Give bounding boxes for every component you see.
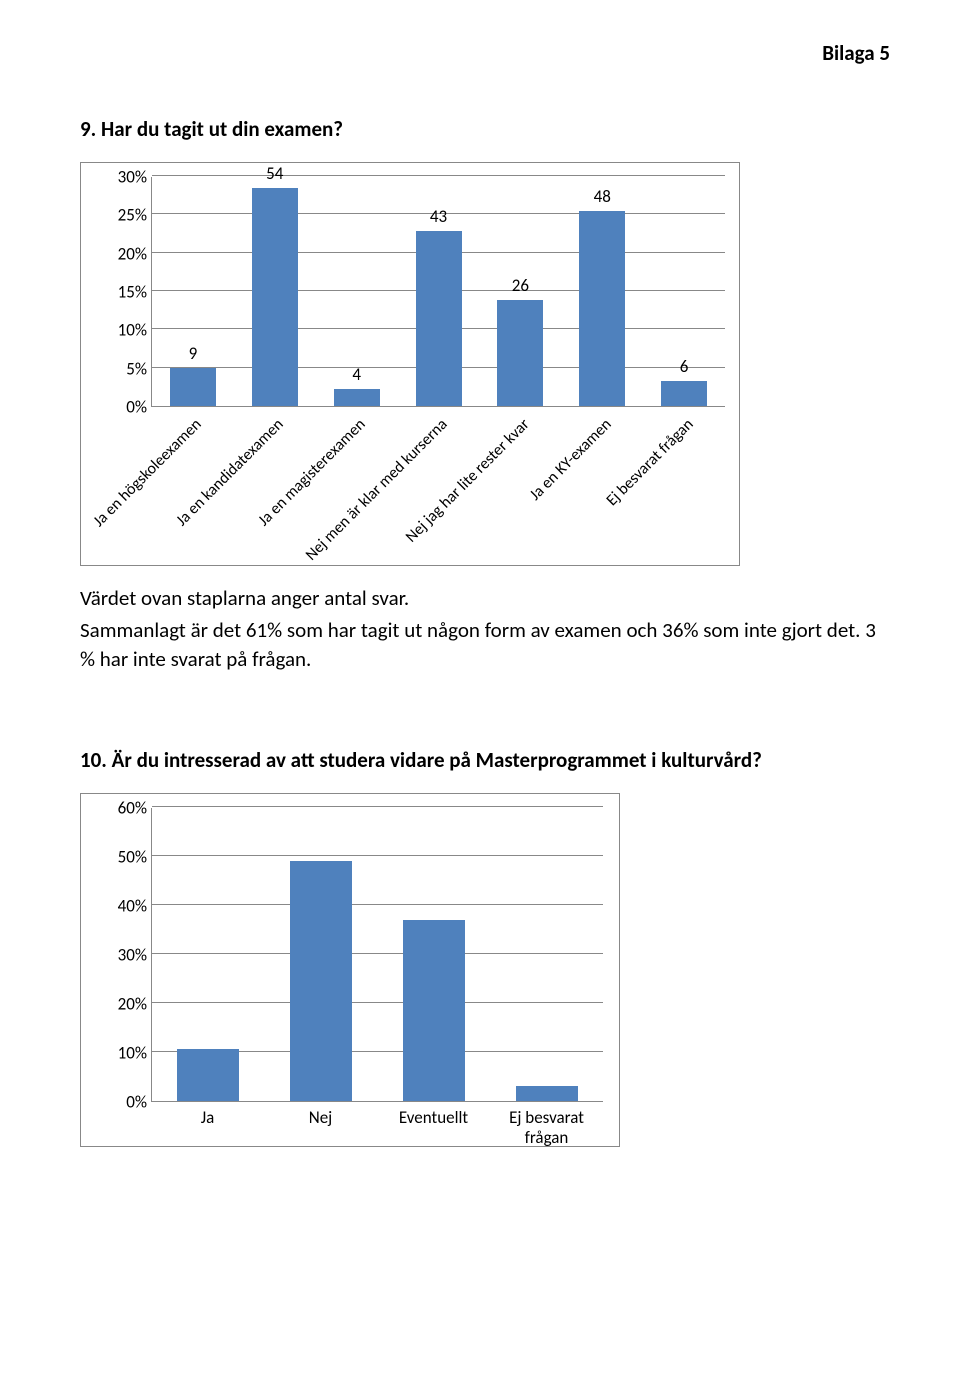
q10-ytick: 20% [99,994,147,1015]
q9-bar [334,389,380,406]
q9-ytick: 0% [99,397,147,418]
q10-bar [516,1086,578,1101]
q10-bar [403,920,465,1101]
q9-ytick: 10% [99,320,147,341]
q9-chart: 954443264860%5%10%15%20%25%30%Ja en högs… [80,162,740,566]
q9-bar [416,231,462,406]
q10-chart: 0% 10% 20% 30% 40% 50% 60% JaNejEventuelltEj be… [80,793,620,1147]
q9-ytick: 20% [99,243,147,264]
q9-bar-value: 43 [430,206,447,227]
q10-ytick: 60% [99,798,147,819]
q10-ytick: 40% [99,896,147,917]
q10-ytick: 30% [99,945,147,966]
q9-title: 9. Har du tagit ut din examen? [80,116,890,142]
q9-bar [170,368,216,406]
q9-bar [661,381,707,406]
q9-bar-value: 26 [512,275,529,296]
q10-ytick: 50% [99,847,147,868]
q10-ytick: 0% [99,1092,147,1113]
q10-title: 10. Är du intresserad av att studera vid… [80,747,890,773]
q9-ytick: 5% [99,358,147,379]
q9-ytick: 25% [99,205,147,226]
q9-bar-value: 9 [189,343,198,364]
q10-bar [290,861,352,1101]
q9-bar [497,300,543,406]
q9-para2: Sammanlagt är det 61% som har tagit ut n… [80,616,890,673]
q9-bar-value: 48 [594,186,611,207]
q9-bar-value: 6 [680,356,689,377]
q10-xlabel: Eventuellt [377,1108,490,1147]
q9-bar [252,188,298,407]
q9-bar-value: 54 [266,163,283,184]
q10-ytick: 10% [99,1043,147,1064]
q10-xlabel: Ja [151,1108,264,1147]
q9-para1: Värdet ovan staplarna anger antal svar. [80,584,890,612]
q10-xlabel: Ej besvaratfrågan [490,1108,603,1147]
q9-bar [579,211,625,406]
q9-ytick: 15% [99,282,147,303]
q9-bar-value: 4 [352,364,361,385]
q10-xlabel: Nej [264,1108,377,1147]
q9-ytick: 30% [99,167,147,188]
q10-bar [177,1049,239,1101]
page-header-right: Bilaga 5 [80,40,890,66]
